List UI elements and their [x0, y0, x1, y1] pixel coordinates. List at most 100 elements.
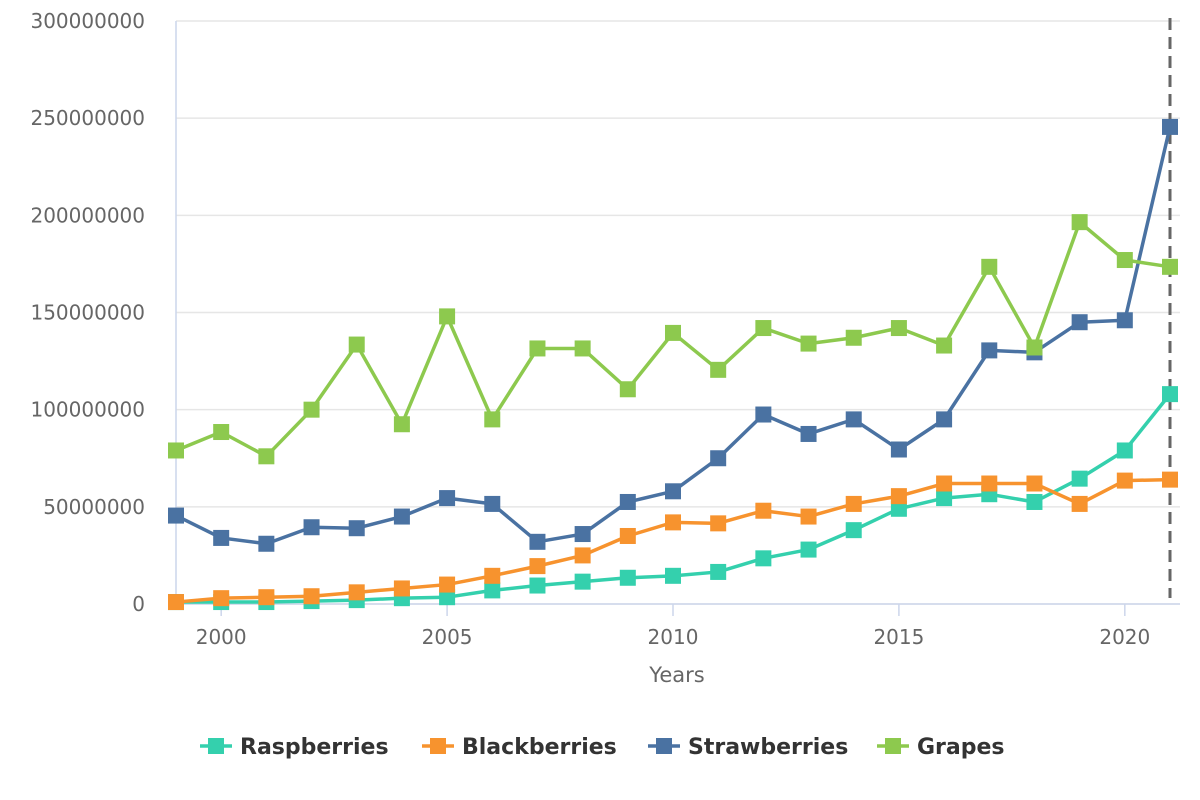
data-point[interactable]: [845, 329, 862, 346]
data-point[interactable]: [303, 519, 320, 536]
legend-label: Strawberries: [688, 735, 848, 760]
data-point[interactable]: [981, 258, 998, 275]
data-point[interactable]: [258, 448, 275, 465]
data-point[interactable]: [1071, 214, 1088, 231]
data-point[interactable]: [574, 340, 591, 357]
data-point[interactable]: [1116, 252, 1133, 269]
data-point[interactable]: [529, 340, 546, 357]
y-tick-label: 100000000: [30, 398, 145, 422]
data-point[interactable]: [213, 529, 230, 546]
axes: 0 50000000 100000000 150000000 200000000 2500…: [30, 9, 1180, 649]
data-point[interactable]: [213, 590, 230, 607]
data-point[interactable]: [1116, 472, 1133, 489]
data-point[interactable]: [574, 573, 591, 590]
data-point[interactable]: [439, 490, 456, 507]
data-point[interactable]: [936, 337, 953, 354]
data-point[interactable]: [665, 483, 681, 500]
data-point[interactable]: [890, 488, 907, 505]
legend-item-blackberries[interactable]: Blackberries: [422, 735, 617, 760]
data-point[interactable]: [845, 522, 862, 539]
data-point[interactable]: [665, 324, 681, 341]
data-point[interactable]: [890, 500, 907, 517]
data-point[interactable]: [800, 541, 817, 558]
data-point[interactable]: [936, 411, 953, 428]
data-point[interactable]: [755, 550, 772, 567]
data-point[interactable]: [710, 361, 727, 378]
legend-marker: [885, 738, 901, 754]
data-point[interactable]: [665, 567, 681, 584]
x-tick-label: 2000: [196, 625, 247, 649]
data-point[interactable]: [393, 580, 410, 597]
data-point[interactable]: [710, 515, 727, 532]
data-point[interactable]: [574, 526, 591, 543]
data-point[interactable]: [393, 416, 410, 433]
data-point[interactable]: [619, 569, 636, 586]
data-point[interactable]: [439, 308, 456, 325]
legend-item-raspberries[interactable]: Raspberries: [200, 735, 389, 760]
data-point[interactable]: [258, 535, 275, 552]
data-point[interactable]: [619, 527, 636, 544]
data-point[interactable]: [484, 582, 501, 599]
data-point[interactable]: [574, 547, 591, 564]
data-point[interactable]: [484, 411, 501, 428]
data-point[interactable]: [439, 576, 456, 593]
series-grapes: [168, 214, 1178, 465]
data-point[interactable]: [619, 493, 636, 510]
legend-item-strawberries[interactable]: Strawberries: [648, 735, 848, 760]
data-point[interactable]: [800, 335, 817, 352]
legend-label: Raspberries: [240, 735, 389, 760]
data-point[interactable]: [348, 336, 365, 353]
data-point[interactable]: [755, 320, 772, 337]
data-point[interactable]: [258, 589, 275, 606]
data-point[interactable]: [710, 450, 727, 467]
data-point[interactable]: [213, 424, 230, 441]
data-point[interactable]: [529, 533, 546, 550]
data-point[interactable]: [529, 577, 546, 594]
data-point[interactable]: [845, 411, 862, 428]
data-point[interactable]: [936, 490, 953, 507]
data-point[interactable]: [710, 563, 727, 580]
data-point[interactable]: [393, 508, 410, 525]
data-point[interactable]: [1071, 495, 1088, 512]
data-point[interactable]: [1071, 470, 1088, 487]
data-point[interactable]: [890, 320, 907, 337]
x-tick-label: 2020: [1099, 625, 1150, 649]
legend-label: Grapes: [917, 735, 1005, 760]
data-point[interactable]: [1026, 493, 1043, 510]
data-point[interactable]: [1162, 386, 1178, 403]
data-point[interactable]: [936, 475, 953, 492]
data-point[interactable]: [168, 594, 184, 611]
data-point[interactable]: [484, 567, 501, 584]
data-point[interactable]: [1026, 339, 1043, 356]
data-point[interactable]: [1071, 314, 1088, 331]
y-tick-label: 250000000: [30, 106, 145, 130]
data-point[interactable]: [439, 589, 456, 606]
data-point[interactable]: [1116, 442, 1133, 459]
data-point[interactable]: [755, 406, 772, 423]
data-point[interactable]: [1026, 475, 1043, 492]
data-point[interactable]: [619, 381, 636, 398]
data-point[interactable]: [303, 588, 320, 605]
y-tick-label: 150000000: [30, 301, 145, 325]
data-point[interactable]: [800, 508, 817, 525]
data-point[interactable]: [1162, 471, 1178, 488]
legend-item-grapes[interactable]: Grapes: [877, 735, 1005, 760]
data-point[interactable]: [1162, 258, 1178, 275]
data-point[interactable]: [303, 401, 320, 418]
data-point[interactable]: [981, 342, 998, 359]
legend-label: Blackberries: [462, 735, 617, 760]
data-point[interactable]: [1162, 118, 1178, 135]
data-point[interactable]: [348, 520, 365, 537]
data-point[interactable]: [981, 475, 998, 492]
data-point[interactable]: [484, 495, 501, 512]
data-point[interactable]: [755, 502, 772, 519]
data-point[interactable]: [529, 558, 546, 575]
data-point[interactable]: [168, 442, 184, 459]
data-point[interactable]: [348, 584, 365, 601]
data-point[interactable]: [890, 441, 907, 458]
data-point[interactable]: [665, 514, 681, 531]
data-point[interactable]: [800, 425, 817, 442]
data-point[interactable]: [1116, 312, 1133, 329]
data-point[interactable]: [168, 507, 184, 524]
data-point[interactable]: [845, 495, 862, 512]
